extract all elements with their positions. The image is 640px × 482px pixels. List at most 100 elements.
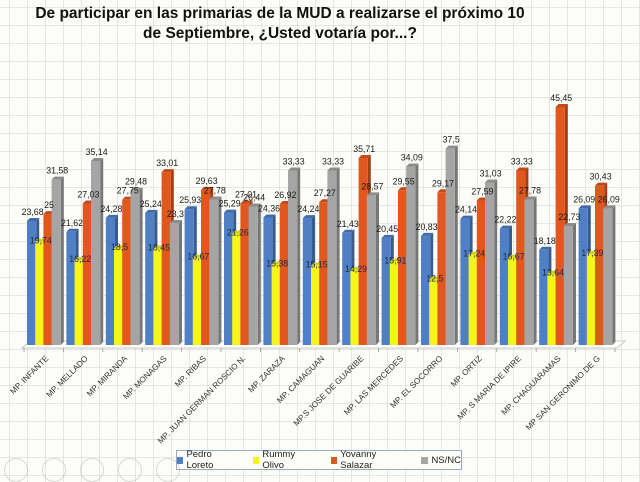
bar-top bbox=[421, 232, 434, 236]
bar-yovanny-salazar bbox=[43, 214, 53, 345]
data-label: 26,09 bbox=[573, 194, 595, 204]
data-label: 21,62 bbox=[61, 218, 83, 228]
bar-yovanny-salazar bbox=[555, 107, 565, 345]
bar-top bbox=[516, 167, 529, 171]
bar-top bbox=[161, 169, 174, 173]
bar-top bbox=[358, 155, 371, 159]
bar-side bbox=[218, 196, 222, 345]
legend-item-ns-nc: NS/NC bbox=[421, 455, 461, 466]
bar-ns-nc bbox=[169, 222, 179, 345]
data-label: 24,24 bbox=[297, 204, 319, 214]
chart-legend: Pedro Loreto Rummy Olivo Yovanny Salazar… bbox=[176, 449, 462, 471]
data-label: 20,45 bbox=[376, 224, 398, 234]
bar-side bbox=[179, 219, 182, 345]
data-label: 34,09 bbox=[401, 152, 423, 162]
bar-rummy-olivo bbox=[311, 265, 321, 345]
data-label: 23,68 bbox=[22, 207, 44, 217]
bar-yovanny-salazar bbox=[240, 203, 250, 345]
zoom-icon[interactable] bbox=[118, 458, 142, 482]
bar-top bbox=[240, 200, 253, 204]
bar-top bbox=[406, 163, 419, 167]
bar-rummy-olivo bbox=[114, 248, 124, 345]
data-label: 16,22 bbox=[69, 254, 91, 264]
x-tick-label: MP. MIRANDA bbox=[85, 354, 130, 399]
bar-pedro-loreto bbox=[105, 217, 115, 345]
legend-swatch bbox=[252, 456, 260, 464]
bar-ns-nc bbox=[209, 199, 219, 345]
bar-top bbox=[263, 214, 276, 218]
data-label: 24,14 bbox=[455, 205, 477, 215]
bar-yovanny-salazar bbox=[201, 189, 211, 345]
bar-yovanny-salazar bbox=[358, 158, 368, 345]
data-label: 37,5 bbox=[443, 135, 460, 145]
data-label: 27,78 bbox=[519, 186, 541, 196]
data-label: 22,73 bbox=[558, 212, 580, 222]
bar-top bbox=[302, 215, 315, 219]
pen-icon[interactable] bbox=[42, 458, 66, 482]
bar-top bbox=[595, 182, 608, 186]
bar-top bbox=[563, 222, 576, 226]
bar-top bbox=[499, 225, 512, 229]
bar-top bbox=[224, 209, 237, 213]
data-label: 16,67 bbox=[187, 252, 209, 262]
bar-yovanny-salazar bbox=[516, 170, 526, 345]
data-label: 33,33 bbox=[283, 156, 305, 166]
bar-ns-nc bbox=[485, 182, 495, 345]
bar-rummy-olivo bbox=[350, 270, 360, 345]
bar-rummy-olivo bbox=[389, 261, 399, 345]
data-label: 12,5 bbox=[426, 274, 443, 284]
bar-yovanny-salazar bbox=[122, 199, 132, 345]
data-label: 30,43 bbox=[590, 172, 612, 182]
data-label: 29,63 bbox=[196, 176, 218, 186]
bar-ns-nc bbox=[563, 225, 573, 345]
data-label: 27,01 bbox=[235, 190, 257, 200]
data-label: 18,18 bbox=[534, 236, 556, 246]
bar-yovanny-salazar bbox=[437, 192, 447, 345]
data-label: 27,03 bbox=[77, 189, 99, 199]
bar-top bbox=[381, 234, 394, 238]
data-label: 33,01 bbox=[156, 158, 178, 168]
data-label: 35,14 bbox=[86, 147, 108, 157]
bar-rummy-olivo bbox=[468, 254, 478, 345]
bar-pedro-loreto bbox=[460, 218, 470, 345]
data-label: 33,33 bbox=[322, 156, 344, 166]
data-label: 29,55 bbox=[393, 176, 415, 186]
x-tick-label: MP. ZARAZA bbox=[246, 354, 287, 395]
legend-label: Rummy Olivo bbox=[262, 449, 296, 471]
bar-rummy-olivo bbox=[153, 248, 163, 345]
data-label: 29,17 bbox=[432, 178, 454, 188]
bar-rummy-olivo bbox=[35, 241, 45, 345]
data-label: 15,38 bbox=[266, 258, 288, 268]
legend-swatch bbox=[330, 456, 338, 464]
slides-icon[interactable] bbox=[80, 458, 104, 482]
bar-top bbox=[105, 214, 118, 218]
bar-rummy-olivo bbox=[547, 273, 557, 345]
bar-ns-nc bbox=[130, 190, 140, 345]
bar-yovanny-salazar bbox=[161, 172, 171, 345]
data-label: 22,22 bbox=[494, 215, 516, 225]
data-label: 27,78 bbox=[204, 186, 226, 196]
bar-top bbox=[248, 203, 261, 207]
more-icon[interactable] bbox=[156, 458, 180, 482]
bar-pedro-loreto bbox=[499, 228, 509, 345]
bar-top bbox=[445, 145, 458, 149]
back-icon[interactable] bbox=[4, 458, 28, 482]
data-label: 19,74 bbox=[30, 236, 52, 246]
data-label: 16,67 bbox=[503, 252, 525, 262]
bar-rummy-olivo bbox=[271, 264, 281, 345]
bar-pedro-loreto bbox=[224, 212, 234, 345]
data-label: 28,57 bbox=[361, 181, 383, 191]
data-label: 29,48 bbox=[125, 177, 147, 187]
bar-pedro-loreto bbox=[302, 218, 312, 345]
data-label: 31,58 bbox=[46, 166, 68, 176]
bar-ns-nc bbox=[524, 199, 534, 345]
data-label: 14,29 bbox=[345, 264, 367, 274]
data-label: 25,29 bbox=[219, 199, 241, 209]
data-label: 17,39 bbox=[581, 248, 603, 258]
bar-top bbox=[288, 167, 301, 171]
x-tick-label: MP.S JOSE DE GUARIBE bbox=[292, 354, 366, 428]
bar-ns-nc bbox=[248, 206, 258, 345]
legend-swatch bbox=[421, 456, 429, 464]
data-label: 26,92 bbox=[274, 190, 296, 200]
